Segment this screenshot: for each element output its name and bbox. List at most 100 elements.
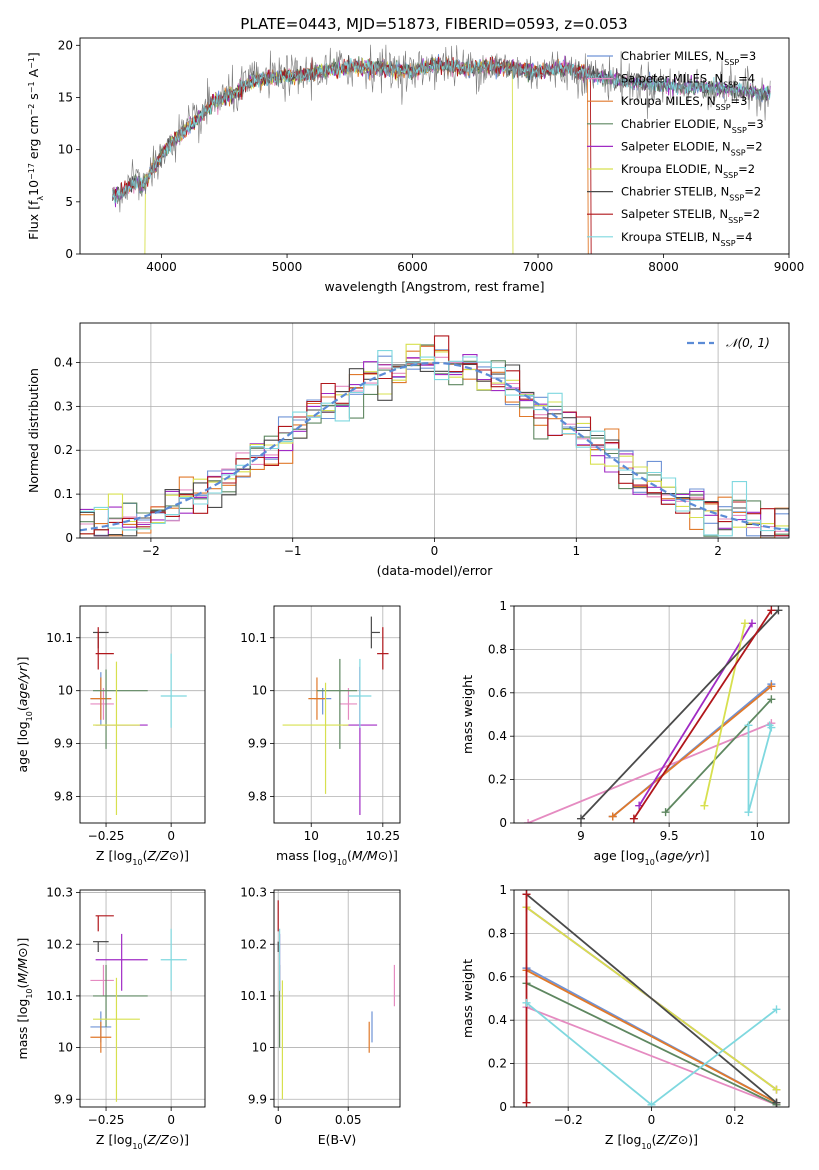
y-tick-label: 0 [65,247,73,261]
legend-label: Chabrier MILES, NSSP=3 [621,49,756,67]
errorbar-kroupa-miles [90,1021,112,1053]
marker [744,721,753,730]
normal-reference-curve [80,361,789,532]
spectrum-panel: 4000 5000 6000 7000 8000 9000 0 5 10 15 20 waveleng… [26,37,805,294]
y-tick-label: 10.1 [240,631,267,645]
errorbar-salpeter-stelib [95,627,114,670]
y-axis-label: Flux [fλ10−17 erg cm−2 s−1 A−1] [26,52,45,240]
marker [747,619,756,628]
axes-frame: −0.25 0 9.9 10 10.1 10.2 10.3 Z [log10(Z/Z⊙)] ma… [15,886,206,1151]
x-tick-label: 0 [167,829,175,843]
plot-area [522,890,781,1107]
x-tick-label: 5000 [272,260,303,274]
axes-spine [79,322,790,539]
y-tick-label: 10.3 [46,886,73,900]
y-tick-label: 10 [58,1041,73,1055]
y-tick-label: 10 [252,684,267,698]
x-tick-label: 4000 [146,260,177,274]
axes-spine [273,889,401,1108]
errorbar-chabrier-elodie [316,658,358,749]
y-tick-label: 10.2 [46,937,73,951]
y-tick-label: 0.8 [488,642,507,656]
errorbar-salpeter-stelib [377,627,389,670]
y-axis-label: Normed distribution [26,368,41,493]
marker [524,819,533,823]
mass-weight-vs-metallicity-panel: −0.2 0 0.2 0 0.2 0.4 0.6 0.8 1 Z [log10(Z/Z⊙)] mas… [460,883,790,1151]
errorbar-salpeter-elodie [95,933,148,991]
legend-label: Salpeter ELODIE, NSSP=2 [621,139,763,157]
marker [522,998,531,1007]
x-axis-label: (data-model)/error [377,563,494,578]
y-tick-label: 9.9 [54,737,73,751]
y-tick-label: 9.8 [54,790,73,804]
mass-vs-metallicity-panel: −0.25 0 9.9 10 10.1 10.2 10.3 Z [log10(Z/Z⊙)] ma… [15,886,206,1151]
y-tick-label: 0.6 [488,970,507,984]
axes-spine [513,889,790,1108]
legend-label: 𝒩(0, 1) [726,336,770,350]
mass-vs-ebv-panel: 0 0.05 9.9 10 10.1 10.2 10.3 E(B-V) [240,886,401,1147]
errorbar-salpeter-stelib [95,915,114,932]
marker [774,606,783,615]
x-tick-label: 9 [577,829,585,843]
x-tick-label: 0.2 [725,1113,744,1127]
y-tick-label: 9.8 [248,790,267,804]
errorbar-kroupa-stelib [348,658,372,728]
grid [274,890,400,1107]
x-axis-label: Z [log10(Z/Z⊙)] [96,848,189,867]
x-tick-label: 10.25 [366,829,400,843]
x-tick-label: 9000 [774,260,805,274]
series-kroupa-stelib [744,721,776,817]
legend-label: Kroupa ELODIE, NSSP=2 [621,162,755,180]
x-tick-label: 0 [431,544,439,558]
x-axis-label: age [log10(age/yr)] [593,848,709,867]
age-vs-metallicity-panel: −0.25 0 9.8 9.9 10 10.1 Z [log10(Z/Z⊙)] age [lo… [15,605,206,867]
y-tick-label: 1 [499,599,507,613]
axes-frame: −0.2 0 0.2 0 0.2 0.4 0.6 0.8 1 Z [log10(Z/Z⊙)] mas… [460,883,790,1151]
spectrum-legend: Chabrier MILES, NSSP=3 Salpeter MILES, NS… [587,49,764,247]
errorbar-kroupa-elodie [282,682,349,794]
series-salpeter-stelib [522,890,531,1107]
x-tick-label: −1 [284,544,302,558]
marker [744,808,753,817]
legend-label: Kroupa STELIB, NSSP=4 [621,230,752,248]
y-tick-label: 10.3 [240,886,267,900]
axes-frame: 0 0.05 9.9 10 10.1 10.2 10.3 E(B-V) [240,886,401,1147]
axes-frame: −0.25 0 9.8 9.9 10 10.1 Z [log10(Z/Z⊙)] age [lo… [15,605,206,867]
errorbar-kroupa-elodie [93,977,140,1102]
y-tick-label: 0 [499,1100,507,1114]
y-tick-label: 20 [58,38,73,52]
residual-histogram-kroupa-stelib [80,350,789,537]
y-tick-label: 10.1 [46,631,73,645]
residual-histogram-salpeter-stelib [80,335,789,537]
marker [772,1085,781,1094]
axes-spine [273,605,401,824]
marker [522,890,531,899]
y-tick-label: 10.1 [46,989,73,1003]
y-tick-label: 0.1 [54,487,73,501]
y-tick-label: 0.3 [54,399,73,413]
marker [576,814,585,823]
legend-label: Chabrier ELODIE, NSSP=3 [621,117,764,135]
y-tick-label: 5 [65,195,73,209]
x-tick-label: 2 [714,544,722,558]
series-chabrier-elodie [661,695,776,817]
errorbar-kroupa-miles [90,677,112,720]
x-axis-label: mass [log10(M/M⊙)] [276,848,398,867]
y-tick-label: 0.4 [488,729,507,743]
x-tick-label: 0.05 [335,1113,362,1127]
x-tick-label: −0.25 [88,1113,125,1127]
legend-label: Salpeter MILES, NSSP=4 [621,72,755,90]
x-tick-label: 0 [167,1113,175,1127]
axes-spine [513,605,790,824]
errorbar-kroupa-miles [308,677,326,720]
errorbar-salpeter-miles [339,688,358,720]
axes-frame: 4000 5000 6000 7000 8000 9000 0 5 10 15 20 waveleng… [26,37,805,294]
axes-frame: −2 −1 0 1 2 0 0.1 0.2 0.3 0.4 (data-model)/error No… [26,322,790,578]
errorbar-chabrier-elodie [93,964,148,1027]
y-tick-label: 10 [58,684,73,698]
y-tick-label: 0.2 [488,1057,507,1071]
x-axis-label: wavelength [Angstrom, rest frame] [324,279,544,294]
series-chabrier-stelib [576,606,783,823]
y-axis-label: mass weight [460,959,475,1038]
